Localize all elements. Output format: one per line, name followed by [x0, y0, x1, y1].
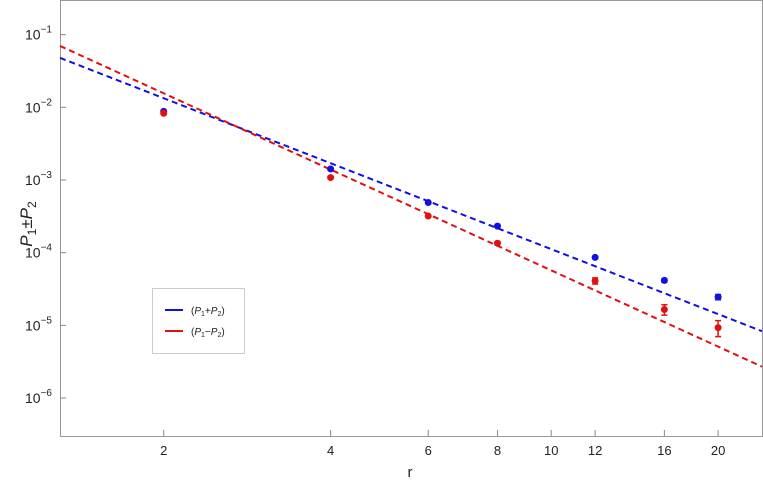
plot-frame — [60, 0, 763, 437]
legend: (P1+P2) (P1−P2) — [152, 288, 245, 354]
data-point-diff — [493, 239, 501, 247]
data-point-sum — [493, 222, 501, 230]
x-tick-label: 6 — [425, 443, 432, 458]
y-axis-label: P1±P2 — [17, 201, 39, 247]
data-markers — [160, 107, 722, 338]
y-tick-label: 10−1 — [25, 25, 52, 43]
data-point-diff — [424, 212, 432, 220]
x-tick-label: 12 — [588, 443, 602, 458]
data-point-diff — [660, 306, 668, 314]
x-tick-label: 8 — [494, 443, 501, 458]
x-axis-ticks: 2 4 6 8 10 12 16 20 — [160, 430, 725, 458]
data-point-sum — [327, 165, 335, 173]
x-tick-label: 4 — [327, 443, 334, 458]
y-tick-label: 10−4 — [25, 243, 52, 261]
legend-label-sum: (P1+P2) — [191, 306, 225, 318]
data-point-diff — [160, 109, 168, 117]
fit-lines — [59, 45, 763, 368]
data-point-sum — [424, 199, 432, 207]
y-tick-label: 10−5 — [25, 315, 52, 333]
y-tick-label: 10−6 — [25, 388, 52, 406]
y-tick-label: 10−2 — [25, 97, 52, 115]
data-point-diff — [714, 324, 722, 332]
x-axis-label: r — [408, 464, 413, 481]
legend-label-diff: (P1−P2) — [191, 327, 225, 339]
y-axis-ticks: 10−6 10−5 10−4 10−3 10−2 10−1 — [25, 25, 66, 406]
x-tick-label: 2 — [160, 443, 167, 458]
fit-line-sum — [59, 56, 763, 333]
data-point-diff — [327, 174, 335, 182]
legend-box — [152, 288, 245, 354]
y-tick-label: 10−3 — [25, 170, 52, 188]
data-point-diff — [591, 277, 599, 285]
x-tick-label: 10 — [544, 443, 558, 458]
data-point-sum — [591, 253, 599, 261]
data-point-sum — [714, 293, 722, 301]
x-tick-label: 20 — [711, 443, 725, 458]
data-point-sum — [660, 276, 668, 284]
x-tick-label: 16 — [657, 443, 671, 458]
fit-line-diff — [59, 45, 763, 368]
